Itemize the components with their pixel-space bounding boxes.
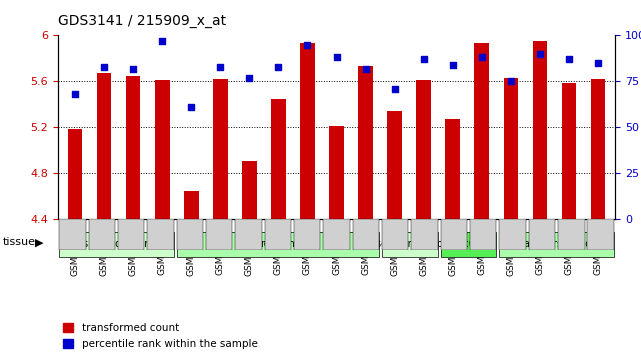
FancyBboxPatch shape <box>558 219 585 250</box>
Bar <box>417 80 431 219</box>
Point <box>215 64 226 69</box>
Point <box>593 60 603 66</box>
FancyBboxPatch shape <box>353 219 379 250</box>
Point <box>273 64 283 69</box>
FancyBboxPatch shape <box>59 219 86 250</box>
Bar <box>504 78 518 219</box>
Text: rectum: rectum <box>260 239 296 249</box>
Bar <box>562 82 576 219</box>
Bar <box>184 191 199 219</box>
FancyBboxPatch shape <box>118 219 144 250</box>
Point <box>564 57 574 62</box>
FancyBboxPatch shape <box>88 219 115 250</box>
Point <box>157 38 167 44</box>
Bar <box>590 79 605 219</box>
Point <box>331 55 342 60</box>
Point <box>244 75 254 81</box>
Legend: transformed count, percentile rank within the sample: transformed count, percentile rank withi… <box>63 323 258 349</box>
Text: cecum: cecum <box>453 239 485 249</box>
Bar <box>387 112 402 219</box>
Bar <box>213 79 228 219</box>
FancyBboxPatch shape <box>147 219 174 250</box>
FancyBboxPatch shape <box>499 232 614 257</box>
Point <box>477 55 487 60</box>
Point <box>303 42 313 47</box>
Point <box>70 91 80 97</box>
Point <box>447 62 458 68</box>
FancyBboxPatch shape <box>382 232 438 257</box>
FancyBboxPatch shape <box>470 219 497 250</box>
Bar <box>97 73 112 219</box>
Text: ▶: ▶ <box>35 238 44 247</box>
Text: transverse colon: transverse colon <box>516 239 597 249</box>
FancyBboxPatch shape <box>441 219 467 250</box>
Point <box>506 79 516 84</box>
Bar <box>242 161 256 219</box>
Text: tissue: tissue <box>3 238 36 247</box>
FancyBboxPatch shape <box>587 219 614 250</box>
Text: sigmoid colon: sigmoid colon <box>83 239 150 249</box>
Bar <box>474 44 489 219</box>
FancyBboxPatch shape <box>176 232 379 257</box>
Point <box>419 57 429 62</box>
Point <box>535 51 545 57</box>
Point <box>186 104 196 110</box>
Point <box>360 66 370 72</box>
Bar <box>300 44 315 219</box>
FancyBboxPatch shape <box>176 219 203 250</box>
FancyBboxPatch shape <box>59 232 174 257</box>
Text: GDS3141 / 215909_x_at: GDS3141 / 215909_x_at <box>58 14 226 28</box>
Point <box>390 86 400 92</box>
Bar <box>155 80 169 219</box>
Bar <box>126 76 140 219</box>
FancyBboxPatch shape <box>323 219 350 250</box>
Text: ascending colon: ascending colon <box>370 239 449 249</box>
FancyBboxPatch shape <box>499 219 526 250</box>
Bar <box>445 119 460 219</box>
Bar <box>68 129 83 219</box>
FancyBboxPatch shape <box>206 219 232 250</box>
FancyBboxPatch shape <box>441 232 497 257</box>
Point <box>99 64 109 69</box>
FancyBboxPatch shape <box>529 219 555 250</box>
FancyBboxPatch shape <box>382 219 408 250</box>
Bar <box>358 67 373 219</box>
FancyBboxPatch shape <box>265 219 291 250</box>
Bar <box>329 126 344 219</box>
FancyBboxPatch shape <box>294 219 320 250</box>
Bar <box>533 41 547 219</box>
Point <box>128 66 138 72</box>
Bar <box>271 99 286 219</box>
FancyBboxPatch shape <box>412 219 438 250</box>
FancyBboxPatch shape <box>235 219 262 250</box>
